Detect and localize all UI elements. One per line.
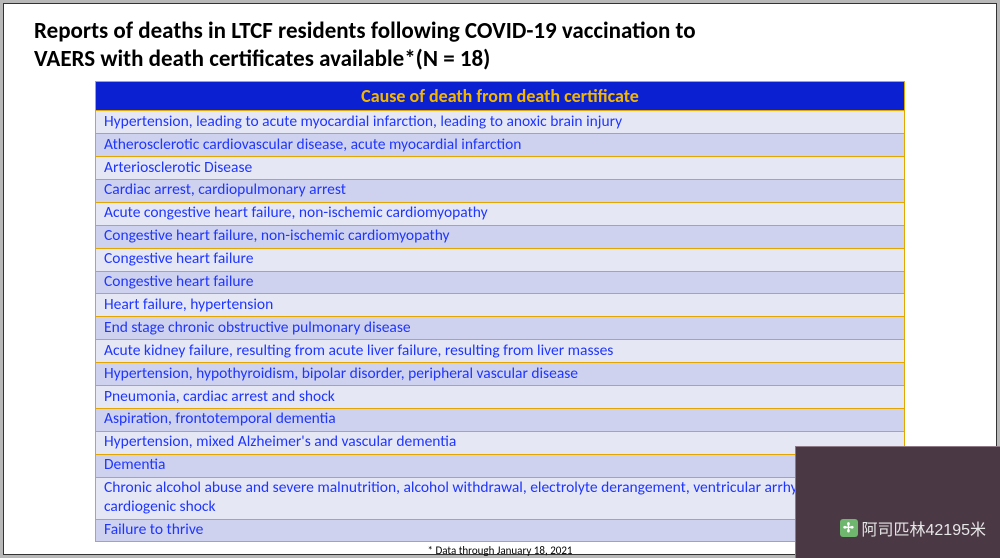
table-row: Congestive heart failure [96, 271, 905, 294]
watermark: ✢ 阿司匹林42195米 [840, 516, 987, 540]
table-row: Cardiac arrest, cardiopulmonary arrest [96, 179, 905, 202]
table-row: Atherosclerotic cardiovascular disease, … [96, 134, 905, 157]
title-line-1: Reports of deaths in LTCF residents foll… [34, 17, 696, 45]
table-row: Acute congestive heart failure, non-isch… [96, 202, 905, 225]
table-row: Acute kidney failure, resulting from acu… [96, 340, 905, 363]
table-row: Arteriosclerotic Disease [96, 157, 905, 180]
table-row: Hypertension, leading to acute myocardia… [96, 111, 905, 134]
table-row: Chronic alcohol abuse and severe malnutr… [96, 477, 905, 519]
watermark-text: 阿司匹林42195米 [862, 516, 987, 540]
slide-title: Reports of deaths in LTCF residents foll… [34, 18, 966, 73]
death-cause-table: Cause of death from death certificate Hy… [95, 81, 905, 542]
table-row: End stage chronic obstructive pulmonary … [96, 317, 905, 340]
table-row: Dementia [96, 454, 905, 477]
video-overlay [795, 446, 1000, 558]
title-line-2: VAERS with death certificates available*… [34, 45, 490, 73]
table-row: Hypertension, mixed Alzheimer's and vasc… [96, 431, 905, 454]
table-container: Cause of death from death certificate Hy… [95, 81, 905, 557]
table-row: Congestive heart failure, non-ischemic c… [96, 225, 905, 248]
footnote: * Data through January 18, 2021 [95, 544, 905, 557]
table-row: Aspiration, frontotemporal dementia [96, 408, 905, 431]
table-header: Cause of death from death certificate [96, 82, 905, 111]
table-row: Hypertension, hypothyroidism, bipolar di… [96, 363, 905, 386]
wechat-icon: ✢ [840, 519, 858, 537]
table-row: Failure to thrive [96, 519, 905, 542]
table-row: Heart failure, hypertension [96, 294, 905, 317]
table-row: Congestive heart failure [96, 248, 905, 271]
table-row: Pneumonia, cardiac arrest and shock [96, 386, 905, 409]
